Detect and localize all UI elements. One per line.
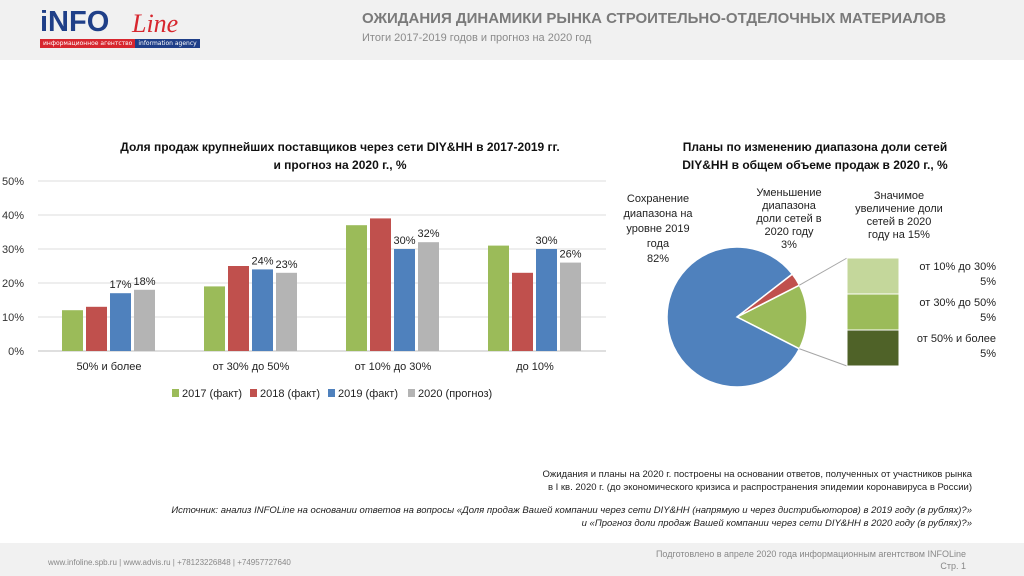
legend-label: 2019 (факт) <box>338 388 398 400</box>
logo-text: iNFO <box>40 6 110 38</box>
bar-value-label: 26% <box>559 249 581 261</box>
page-subtitle: Итоги 2017-2019 годов и прогноз на 2020 … <box>362 32 592 44</box>
notes: Ожидания и планы на 2020 г. построены на… <box>542 468 972 494</box>
note-line1: Ожидания и планы на 2020 г. построены на… <box>542 469 972 480</box>
breakdown-label: 5% <box>980 312 996 324</box>
legend-swatch <box>408 389 415 397</box>
slice-label: году на 15% <box>868 229 930 241</box>
bar-chart-title: Доля продаж крупнейших поставщиков через… <box>60 138 620 174</box>
pie-chart-title: Планы по изменению диапазона доли сетей … <box>615 138 1015 174</box>
pie-slice <box>735 284 808 350</box>
stack-segment <box>846 329 900 367</box>
bar-chart-title-line1: Доля продаж крупнейших поставщиков через… <box>120 140 560 154</box>
logo-tagline-right: information agency <box>135 39 200 48</box>
y-tick-label: 0% <box>8 346 24 358</box>
legend-label: 2018 (факт) <box>260 388 320 400</box>
pie-chart-title-line1: Планы по изменению диапазона доли сетей <box>682 140 948 154</box>
bar <box>252 269 273 351</box>
legend-swatch <box>250 389 257 397</box>
breakdown-label: от 50% и более <box>917 333 996 345</box>
bar <box>560 262 581 351</box>
x-category-label: от 10% до 30% <box>355 361 432 373</box>
header-bar <box>0 0 1024 60</box>
bar <box>62 310 83 351</box>
x-category-label: от 30% до 50% <box>213 361 290 373</box>
bar <box>488 245 509 351</box>
note-line2: в I кв. 2020 г. (до экономического кризи… <box>547 482 972 493</box>
bar-value-label: 17% <box>109 279 131 291</box>
bar <box>418 242 439 351</box>
legend-label: 2020 (прогноз) <box>418 388 492 400</box>
slice-label: Значимое <box>874 190 924 202</box>
infoline-logo[interactable]: iNFO Line информационное агентство infor… <box>40 6 200 54</box>
footer-prepared: Подготовлено в апреле 2020 года информац… <box>655 549 966 559</box>
bar <box>134 289 155 351</box>
source-line1: Источник: анализ INFOLine на основании о… <box>171 505 972 516</box>
bar-value-label: 30% <box>393 235 415 247</box>
x-category-label: до 10% <box>516 361 554 373</box>
bar-chart: 0% 10% 20% 30% 40% 50% 17% 18% 50% и более 24% 23%… <box>2 176 606 400</box>
slice-label: уровне 2019 <box>626 223 689 235</box>
bar-value-label: 30% <box>535 235 557 247</box>
bar-value-label: 32% <box>417 228 439 240</box>
slice-label: доли сетей в <box>756 213 821 225</box>
y-tick-label: 40% <box>2 210 24 222</box>
breakdown-label: 5% <box>980 348 996 360</box>
stack-segment <box>846 293 900 331</box>
pie-slice <box>736 273 801 318</box>
slice-label: диапазона на <box>623 208 693 220</box>
bar-value-label: 24% <box>251 255 273 267</box>
y-tick-label: 10% <box>2 312 24 324</box>
y-tick-label: 20% <box>2 278 24 290</box>
bar-chart-title-line2: и прогноз на 2020 г., % <box>273 158 407 172</box>
page-number: Стр. 1 <box>940 561 966 571</box>
slice-label: 82% <box>647 253 669 265</box>
y-tick-label: 50% <box>2 176 24 188</box>
footer-contacts[interactable]: www.infoline.spb.ru | www.advis.ru | +78… <box>48 558 291 567</box>
source: Источник: анализ INFOLine на основании о… <box>171 504 972 530</box>
slice-label: 2020 году <box>764 226 814 238</box>
slice-label: года <box>647 238 670 250</box>
bar <box>394 249 415 351</box>
legend-swatch <box>172 389 179 397</box>
page-title: ОЖИДАНИЯ ДИНАМИКИ РЫНКА СТРОИТЕЛЬНО-ОТДЕ… <box>362 10 947 27</box>
source-line2: и «Прогноз доли продаж Вашей компании че… <box>581 518 972 529</box>
logo-italic-text: Line <box>132 9 179 38</box>
bar <box>512 272 533 351</box>
bar <box>228 266 249 351</box>
logo-tagline-left: информационное агентство <box>40 39 136 48</box>
bar-value-label: 18% <box>133 276 155 288</box>
bar <box>86 306 107 351</box>
slice-label: диапазона <box>762 200 817 212</box>
pie-chart-title-line2: DIY&HH в общем объеме продаж в 2020 г., … <box>682 158 948 172</box>
y-tick-label: 30% <box>2 244 24 256</box>
bar <box>346 225 367 351</box>
legend-label: 2017 (факт) <box>182 388 242 400</box>
slice-label: Сохранение <box>627 193 689 205</box>
slice-label: 3% <box>781 239 797 251</box>
bar <box>204 286 225 351</box>
pie-chart: от 10% до 30% 5% от 30% до 50% 5% от 50% и б… <box>623 187 996 388</box>
bar <box>370 218 391 351</box>
connector-line <box>799 257 848 286</box>
footer-right: Подготовлено в апреле 2020 года информац… <box>656 548 966 572</box>
stack-segment <box>846 257 900 295</box>
connector-line <box>799 348 848 367</box>
slice-label: Уменьшение <box>756 187 821 199</box>
breakdown-label: от 30% до 50% <box>919 297 996 309</box>
bar <box>276 272 297 351</box>
logo-tagline: информационное агентство information age… <box>40 39 200 48</box>
footer-bar <box>0 543 1024 576</box>
x-category-label: 50% и более <box>76 361 141 373</box>
bar <box>536 249 557 351</box>
legend-swatch <box>328 389 335 397</box>
slice-label: сетей в 2020 <box>867 216 932 228</box>
pie-slice <box>666 246 801 388</box>
breakdown-label: от 10% до 30% <box>919 261 996 273</box>
bar-value-label: 23% <box>275 259 297 271</box>
breakdown-label: 5% <box>980 276 996 288</box>
slice-label: увеличение доли <box>855 203 943 215</box>
bar <box>110 293 131 351</box>
